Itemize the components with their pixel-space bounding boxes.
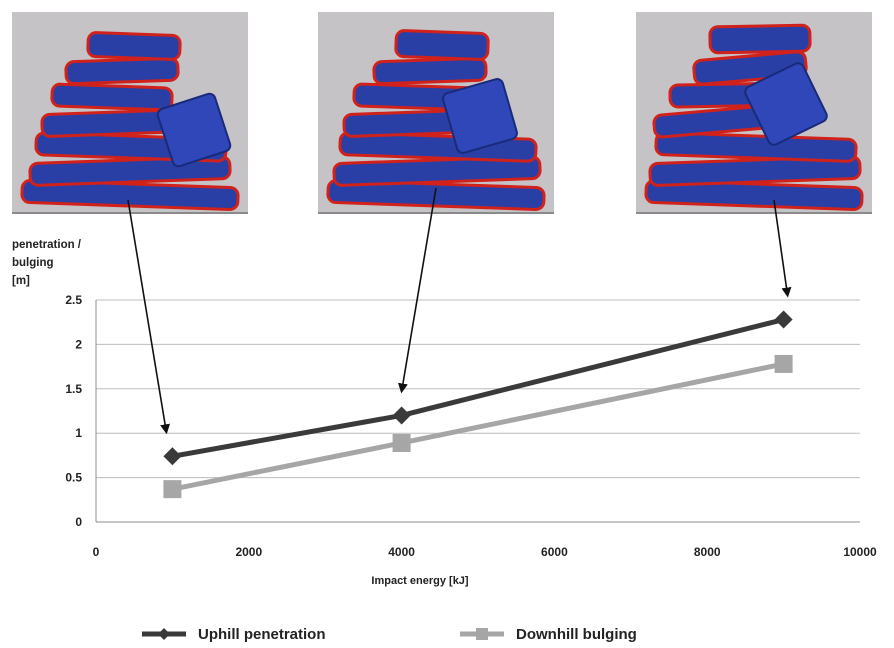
x-tick-label: 2000	[235, 545, 262, 559]
stone-layer	[326, 179, 546, 211]
stone-layer	[64, 56, 180, 86]
simulation-snapshot-4000kJ	[318, 12, 554, 214]
stone-layer	[332, 155, 542, 187]
data-point-downhill	[163, 480, 182, 499]
stone-layer	[394, 29, 490, 61]
snapshot-drawing	[326, 29, 546, 211]
x-axis-title: Impact energy [kJ]	[371, 575, 469, 587]
y-tick-label: 0.5	[65, 471, 82, 485]
snapshot-drawing	[644, 23, 864, 211]
y-tick-label: 0	[75, 515, 82, 529]
x-tick-label: 10000	[843, 545, 877, 559]
series-line-uphill	[171, 317, 785, 459]
data-point-uphill	[163, 447, 182, 466]
annotation-arrow	[127, 199, 171, 435]
stone-layer	[86, 31, 182, 61]
y-tick-label: 1	[75, 426, 82, 440]
y-axis-title: penetration / bulging [m]	[12, 239, 82, 287]
x-tick-label: 0	[93, 545, 100, 559]
impact-block	[156, 92, 232, 168]
stone-layer	[644, 179, 864, 211]
legend-swatch-downhill	[460, 628, 504, 640]
legend-label-uphill: Uphill penetration	[198, 625, 326, 643]
x-tick-label: 8000	[694, 545, 721, 559]
x-tick-label: 4000	[388, 545, 415, 559]
simulation-snapshot-9000kJ	[636, 12, 872, 214]
data-point-downhill	[392, 433, 411, 452]
legend-swatch-downhill-marker	[476, 628, 488, 640]
x-tick-label: 6000	[541, 545, 568, 559]
data-point-uphill	[774, 310, 793, 329]
y-tick-label: 1.5	[65, 382, 82, 396]
impact-block	[744, 62, 828, 146]
y-tick-label: 2.5	[65, 293, 82, 307]
legend-label-downhill: Downhill bulging	[516, 625, 637, 643]
snapshot-drawing	[20, 31, 240, 211]
stone-layer	[654, 131, 858, 163]
legend-swatch-uphill-marker	[158, 628, 170, 640]
simulation-snapshot-1000kJ	[12, 12, 248, 214]
stone-layer	[708, 23, 812, 55]
stone-layer	[50, 82, 174, 112]
legend-swatch-uphill	[142, 628, 186, 640]
legend-item-downhill: Downhill bulging	[458, 622, 637, 646]
legend-item-uphill: Uphill penetration	[140, 622, 326, 646]
y-tick-label: 2	[75, 337, 82, 351]
data-point-downhill	[774, 354, 793, 373]
series-line-downhill	[171, 361, 785, 492]
stone-layer	[648, 155, 862, 187]
stone-layer	[372, 56, 488, 86]
legend: Uphill penetration Downhill bulging	[140, 622, 840, 646]
impact-block	[442, 78, 518, 154]
data-point-uphill	[392, 406, 411, 425]
annotation-arrow	[398, 187, 437, 394]
annotation-arrow	[773, 199, 792, 298]
